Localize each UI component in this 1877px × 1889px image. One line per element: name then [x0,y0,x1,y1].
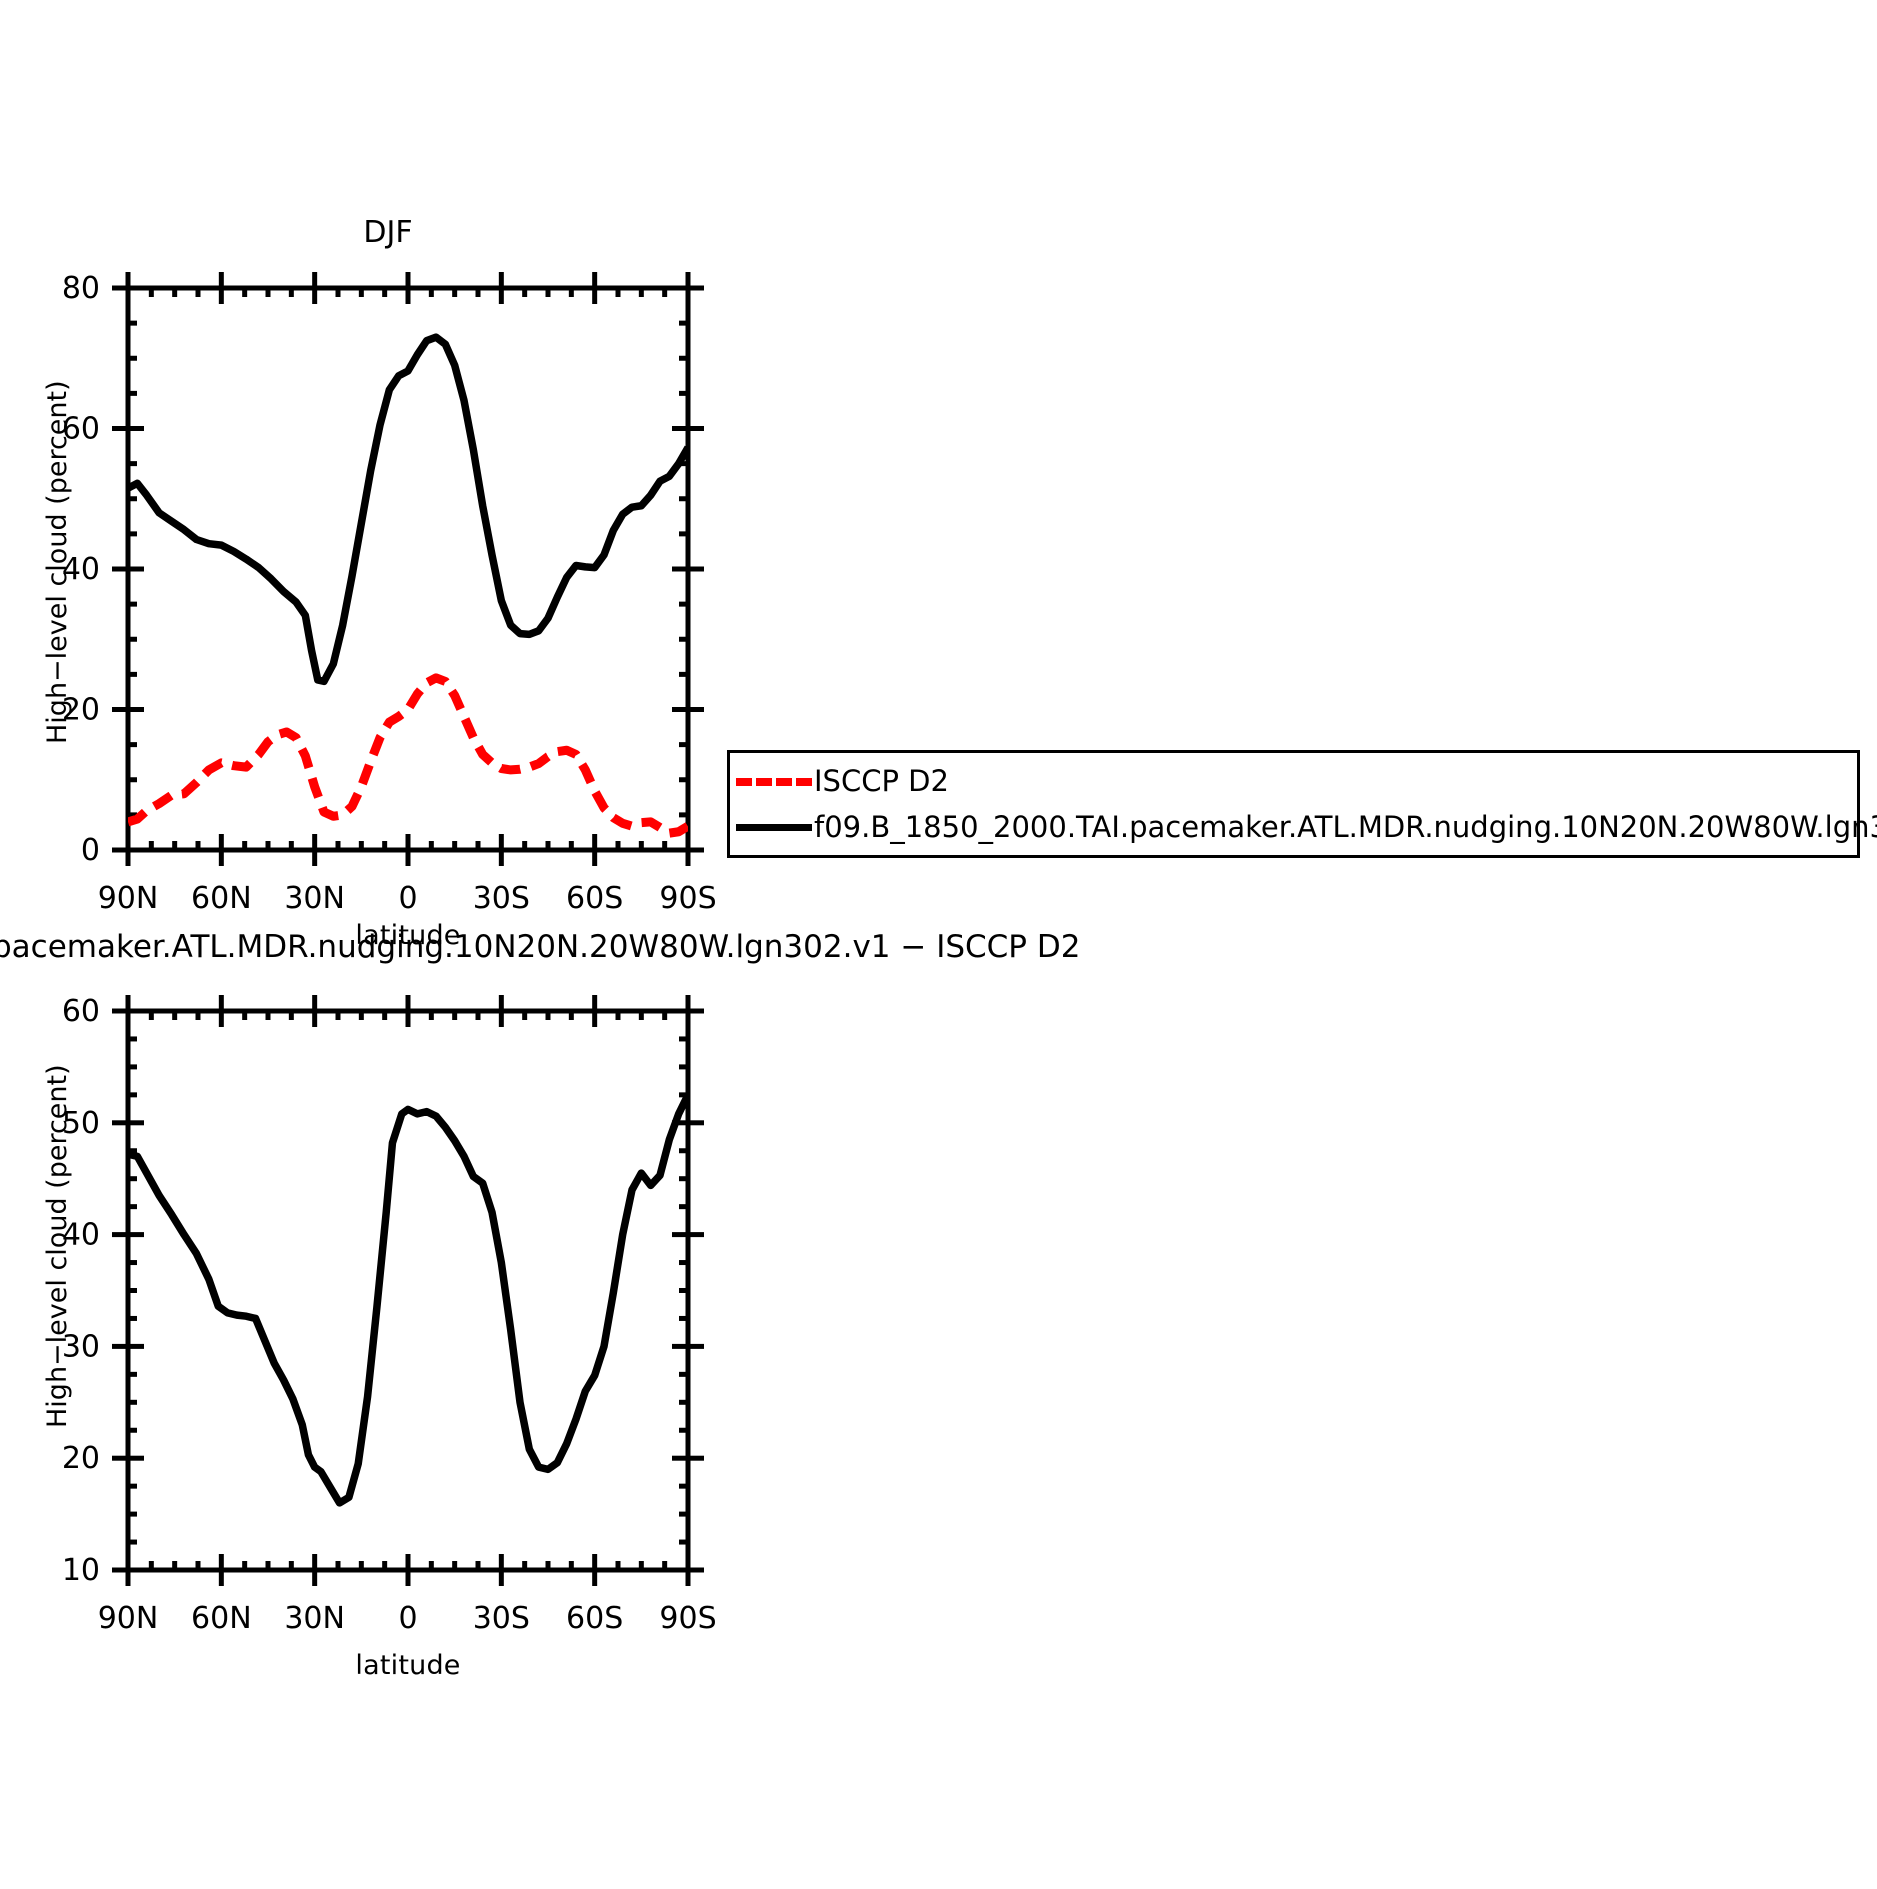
y-tick-label: 50 [62,1106,100,1141]
top-panel-plot-area: 0 20 40 60 80 90N 60N 30N 0 30S 60S 90S [62,271,717,916]
x-tick-label: 30N [284,1601,345,1636]
bottom-panel-xlabel: latitude [355,1650,461,1681]
y-tick-label: 0 [81,833,100,868]
bottom-panel-plot-area: 10 20 30 40 50 60 90N 60N 30N 0 30S 60S 90S [62,994,717,1636]
legend: ISCCP D2 f09.B_1850_2000.TAI.pacemaker.A… [727,750,1877,858]
top-panel-xlabel: latitude [355,920,461,951]
y-tick-label: 40 [62,552,100,587]
x-tick-label: 0 [398,881,417,916]
y-tick-label: 60 [62,994,100,1029]
x-tick-label: 60S [566,881,623,916]
top-panel-title: DJF [363,215,413,250]
y-tick-label: 20 [62,693,100,728]
legend-line-sample-solid-icon [736,824,812,831]
y-tick-label: 20 [62,1441,100,1476]
legend-entry-model: f09.B_1850_2000.TAI.pacemaker.ATL.MDR.nu… [736,813,1877,842]
y-tick-label: 60 [62,412,100,447]
legend-label-model: f09.B_1850_2000.TAI.pacemaker.ATL.MDR.nu… [814,810,1877,844]
x-tick-label: 90N [98,881,159,916]
x-tick-label: 60N [191,1601,252,1636]
x-tick-label: 60N [191,881,252,916]
x-tick-label: 30S [473,881,530,916]
y-tick-label: 80 [62,271,100,306]
y-tick-label: 30 [62,1329,100,1364]
legend-line-sample-dashed-icon [736,777,812,786]
x-tick-label: 90S [659,881,716,916]
x-tick-label: 30N [284,881,345,916]
x-tick-label: 30S [473,1601,530,1636]
figure-caption: pacemaker.ATL.MDR.nudging.10N20N.20W80W.… [0,929,1081,965]
x-tick-label: 90N [98,1601,159,1636]
top-chart-panel: DJF High−level cloud (percent) latitude … [0,0,760,960]
y-tick-label: 40 [62,1218,100,1253]
legend-label-isccp: ISCCP D2 [814,764,949,798]
x-tick-label: 60S [566,1601,623,1636]
data-series-line [128,1093,688,1507]
x-tick-label: 0 [398,1601,417,1636]
legend-entry-isccp: ISCCP D2 [736,767,949,796]
data-series-line [128,673,688,838]
y-tick-label: 10 [62,1553,100,1588]
data-series-line [128,333,688,686]
bottom-chart-panel: High−level cloud (percent) latitude 10 20… [0,960,760,1720]
x-tick-label: 90S [659,1601,716,1636]
